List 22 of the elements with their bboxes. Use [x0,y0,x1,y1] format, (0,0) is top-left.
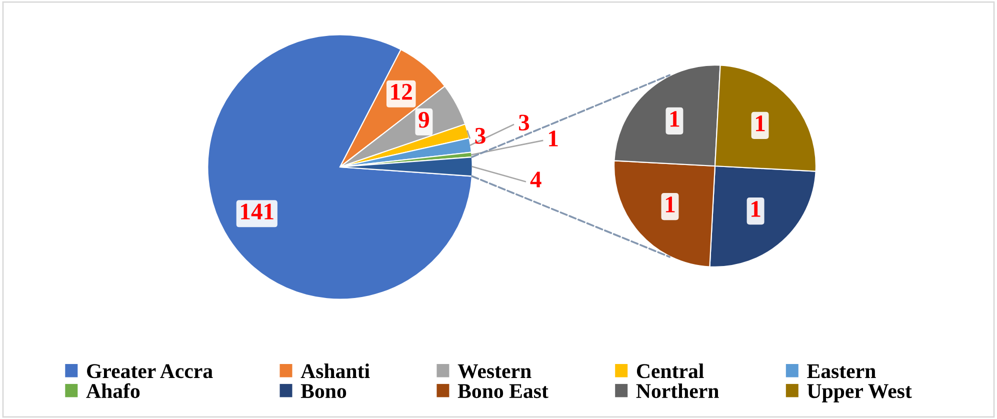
legend-label: Eastern [807,364,876,378]
data-label: 1 [752,201,760,217]
data-label: 1 [670,111,680,127]
data-label: 12 [391,84,412,100]
legend-label: Bono [300,384,346,398]
data-label: 4 [530,172,542,188]
legend-label: Western [458,364,532,378]
data-label: 9 [418,112,429,128]
pie-slice [207,34,473,300]
legend-label: Bono East [458,384,548,398]
legend-label: Greater Accra [87,364,213,378]
data-label: 1 [666,196,675,212]
legend-label: Ashanti [300,364,370,378]
legend-label: Ahafo [86,383,140,398]
data-label: 1 [756,116,765,132]
data-label: 141 [241,204,274,220]
legend-label: Central [636,364,704,378]
data-label: 1 [549,130,558,146]
legend-label: Upper West [807,384,912,402]
legend-label: Northern [636,383,719,398]
data-label: 3 [475,128,486,144]
data-label: 3 [518,114,530,131]
